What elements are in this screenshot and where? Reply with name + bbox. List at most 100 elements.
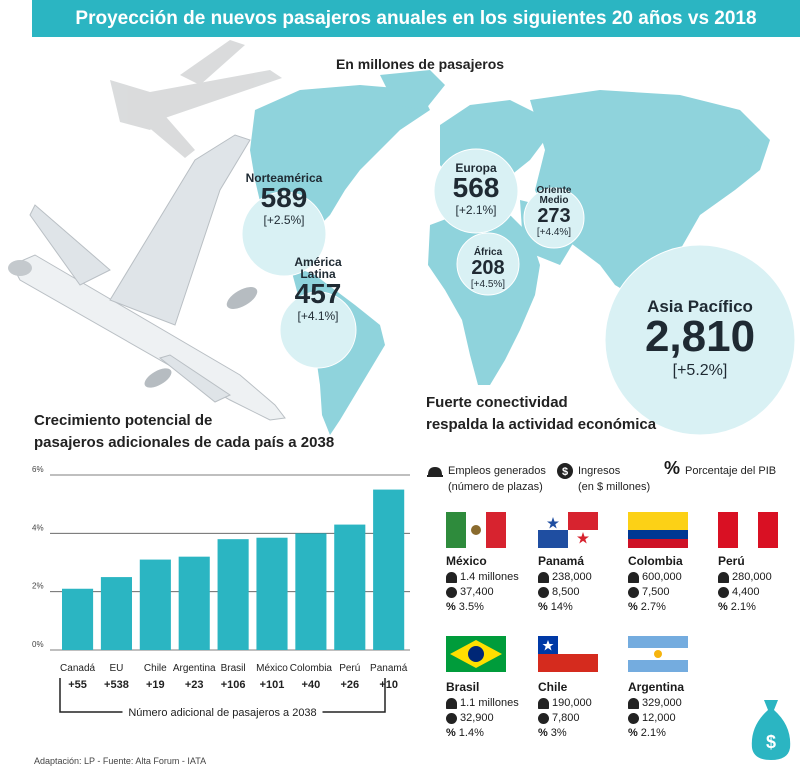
region-name: África [473, 247, 503, 258]
legend-jobs-sublabel: (número de plazas) [448, 481, 543, 493]
bar [178, 556, 210, 650]
country-panama: Panamá 238,000 8,500 % 14% [538, 554, 628, 615]
country-jobs: 280,000 [732, 571, 772, 583]
percent-icon: % [446, 601, 456, 613]
country-gdp: 14% [550, 601, 573, 613]
percent-icon: % [538, 601, 548, 613]
country-income: 7,500 [642, 586, 670, 598]
chart-title: Crecimiento potencial de pasajeros adici… [34, 410, 334, 454]
region-growth: [+5.2%] [672, 362, 728, 379]
x-tick-label: Colombia [290, 663, 333, 674]
region-growth: [+4.1%] [297, 309, 339, 323]
mexico-flag-icon [446, 512, 506, 548]
country-name: Brasil [446, 680, 480, 694]
bar-value-label: +55 [68, 679, 87, 691]
dollar-coin-icon [628, 587, 639, 598]
bar [373, 489, 405, 650]
country-name: Argentina [628, 680, 685, 694]
hardhat-icon [446, 572, 457, 583]
x-tick-label: Perú [339, 663, 360, 674]
legend-income-sublabel: (en $ millones) [578, 481, 651, 493]
region-norteamerica: Norteamérica 589 [+2.5%] [242, 172, 326, 226]
country-jobs: 1.4 millones [460, 571, 519, 583]
bar-value-label: +538 [104, 679, 129, 691]
hardhat-icon [628, 572, 639, 583]
region-growth: [+4.4%] [536, 227, 572, 238]
bar [217, 539, 249, 650]
bracket-label: Número adicional de pasajeros a 2038 [128, 707, 316, 719]
region-growth: [+2.1%] [455, 203, 497, 217]
x-tick-label: Chile [144, 663, 167, 674]
dollar-coin-icon [538, 587, 549, 598]
country-name: Chile [538, 680, 568, 694]
x-tick-label: México [256, 663, 288, 674]
bar [62, 588, 94, 650]
country-colombia: Colombia 600,000 7,500 % 2.7% [628, 554, 718, 615]
region-value: 273 [537, 205, 571, 227]
panama-flag-icon [538, 512, 598, 548]
country-income: 12,000 [642, 712, 676, 724]
country-chile: Chile 190,000 7,800 % 3% [538, 680, 628, 741]
brasil-flag-icon [446, 636, 506, 672]
country-jobs: 1.1 millones [460, 697, 519, 709]
region-name: Europa [455, 161, 497, 175]
argentina-flag-icon [628, 636, 688, 672]
country-income: 7,800 [552, 712, 580, 724]
region-africa: África 208 [+4.5%] [460, 248, 516, 290]
percent-icon: % [446, 727, 456, 739]
region-america-latina: América Latina 457 [+4.1%] [282, 256, 354, 322]
hardhat-icon [628, 698, 639, 709]
legend-gdp: Porcentaje del PIB [685, 463, 776, 479]
percent-icon: % [664, 458, 681, 478]
chart-title-line1: Crecimiento potencial de [34, 412, 213, 429]
hardhat-icon [446, 698, 457, 709]
country-brasil: Brasil 1.1 millones 32,900 % 1.4% [446, 680, 536, 741]
bar-value-label: +19 [146, 679, 165, 691]
y-tick-label: 4% [32, 523, 44, 532]
chart-title-line2: pasajeros adicionales de cada país a 203… [34, 434, 335, 451]
bar-value-label: +10 [379, 679, 398, 691]
bar [334, 524, 366, 650]
country-gdp: 3% [550, 727, 567, 739]
country-gdp: 3.5% [458, 601, 484, 613]
legend-jobs: Empleos generados (número de plazas) [448, 463, 546, 495]
country-income: 4,400 [732, 586, 760, 598]
x-tick-label: Canadá [60, 663, 95, 674]
y-tick-label: 0% [32, 640, 44, 649]
map-subtitle: En millones de pasajeros [335, 56, 505, 72]
bar [100, 577, 132, 650]
x-tick-label: Argentina [173, 663, 216, 674]
dollar-coin-icon [538, 713, 549, 724]
region-value: 589 [260, 182, 308, 213]
legend-jobs-label: Empleos generados [448, 465, 546, 477]
country-gdp: 2.1% [640, 727, 666, 739]
x-tick-label: Brasil [221, 663, 246, 674]
dollar-coin-icon [718, 587, 729, 598]
region-value: 457 [294, 278, 342, 309]
country-jobs: 190,000 [552, 697, 592, 709]
region-name: Asia Pacífico [647, 297, 753, 316]
x-tick-label: EU [109, 663, 123, 674]
svg-text:$: $ [766, 732, 776, 752]
country-name: Colombia [628, 554, 683, 568]
region-value: 208 [471, 257, 505, 279]
country-name: Panamá [538, 554, 585, 568]
bar-value-label: +40 [302, 679, 321, 691]
region-value: 2,810 [644, 312, 756, 361]
country-jobs: 238,000 [552, 571, 592, 583]
region-value: 568 [452, 172, 500, 203]
connectivity-title-line2: respalda la actividad económica [426, 416, 657, 433]
connectivity-title-line1: Fuerte conectividad [426, 394, 568, 411]
bar-value-label: +101 [260, 679, 285, 691]
percent-icon: % [628, 601, 638, 613]
region-growth: [+2.5%] [263, 213, 305, 227]
country-name: Perú [718, 554, 745, 568]
country-jobs: 600,000 [642, 571, 682, 583]
bar-value-label: +26 [340, 679, 359, 691]
bar [139, 559, 171, 650]
legend-income: Ingresos (en $ millones) [578, 463, 650, 495]
legend-income-label: Ingresos [578, 465, 621, 477]
money-bag-icon: $ [751, 700, 791, 760]
bar [256, 537, 288, 650]
region-name: Norteamérica [245, 171, 323, 185]
